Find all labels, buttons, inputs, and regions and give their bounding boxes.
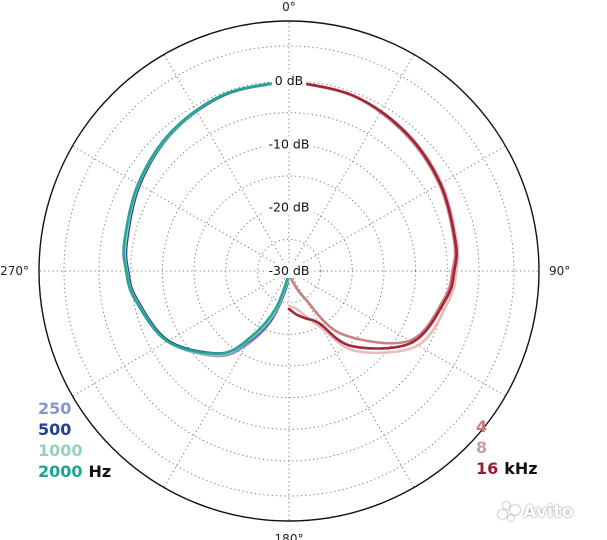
legend-hz: 250 500 1000 2000 Hz (38, 398, 111, 482)
legend-label-16: 16 (476, 459, 499, 478)
avito-watermark: Avito (498, 502, 574, 522)
series-line-16-khz (287, 79, 458, 350)
radial-label-0db: 0 dB (275, 73, 303, 88)
legend-entry-16: 16 kHz (476, 458, 538, 479)
radial-label-30db: -30 dB (269, 263, 310, 278)
radial-label-bg-20 (264, 199, 314, 215)
legend-label-8: 8 (476, 438, 488, 457)
grid-spoke-120 (288, 270, 506, 397)
radial-label-bg-30 (264, 263, 314, 278)
radial-label-10db: -10 dB (269, 136, 310, 151)
grid-spoke-60 (288, 145, 506, 272)
outer-ring (38, 20, 540, 522)
series-line-2000-hz (122, 79, 291, 355)
radial-label-bg-10 (264, 136, 314, 152)
legend-entry-2000: 2000 Hz (38, 461, 111, 482)
series-line-1000-hz (123, 79, 291, 356)
series-layer (122, 79, 460, 358)
series-line-4-khz (287, 79, 457, 345)
legend-label-250: 250 (38, 399, 72, 418)
grid-spoke-330 (163, 54, 290, 272)
legend-entry-4: 4 (476, 416, 538, 437)
legend-khz: 4 8 16 kHz (476, 416, 538, 479)
grid-ring-25db (256, 238, 322, 304)
label-layer: 0° 90° 180° 270° 0 dB -10 dB -20 dB -30 dB (0, 0, 570, 540)
grid-spoke-210 (163, 270, 290, 488)
legend-entry-1000: 1000 (38, 440, 111, 461)
avito-watermark-text: Avito (523, 502, 574, 522)
avito-logo-icon (498, 502, 520, 522)
grid-spoke-30 (288, 54, 415, 272)
grid-ring-5db (130, 112, 448, 430)
legend-unit-hz: Hz (88, 462, 112, 481)
radial-label-bg-0 (271, 73, 307, 88)
legend-label-1000: 1000 (38, 441, 83, 460)
legend-label-2000: 2000 (38, 462, 83, 481)
legend-entry-250: 250 (38, 398, 111, 419)
series-line-250-hz (122, 79, 291, 358)
grid-ring-outer (63, 45, 515, 497)
legend-entry-8: 8 (476, 437, 538, 458)
angle-label-270: 270° (0, 264, 29, 278)
angle-label-0: 0° (282, 0, 296, 14)
grid-spoke-300 (72, 145, 290, 272)
radial-label-20db: -20 dB (269, 200, 310, 215)
angle-label-90: 90° (549, 264, 570, 278)
angle-label-180: 180° (275, 532, 304, 540)
legend-label-500: 500 (38, 420, 72, 439)
legend-entry-500: 500 (38, 419, 111, 440)
grid-ring-15db (193, 175, 385, 367)
legend-label-4: 4 (476, 417, 488, 436)
legend-unit-khz: kHz (504, 459, 538, 478)
series-line-500-hz (124, 79, 291, 355)
